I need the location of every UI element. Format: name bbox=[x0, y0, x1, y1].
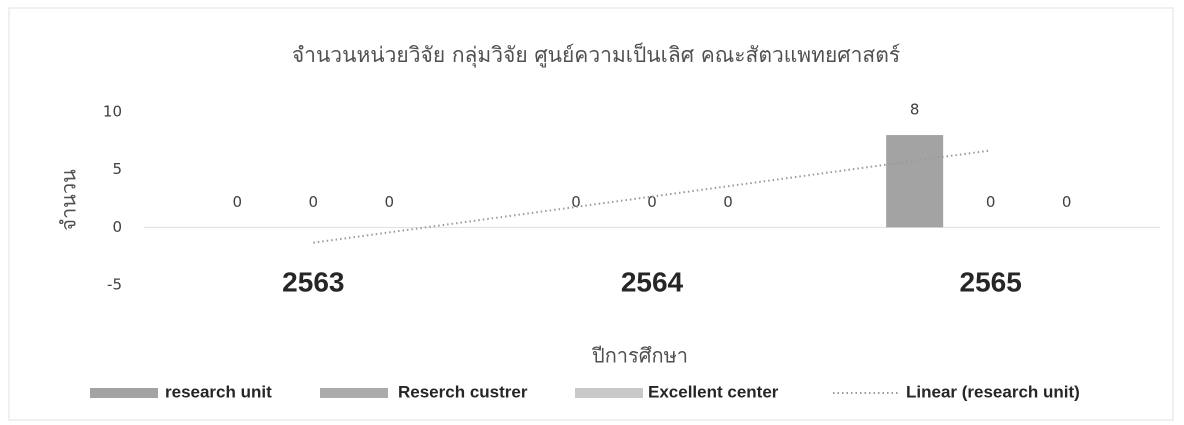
data-label: 0 bbox=[385, 193, 395, 211]
legend-swatch bbox=[575, 388, 643, 398]
y-tick-label: 0 bbox=[112, 218, 122, 236]
bar bbox=[886, 135, 944, 228]
legend-swatch bbox=[90, 388, 158, 398]
legend-label: research unit bbox=[165, 382, 272, 401]
chart-frame bbox=[8, 7, 1174, 421]
y-axis-title: จำนวน bbox=[57, 169, 81, 231]
y-tick-label: -5 bbox=[107, 276, 122, 294]
legend-label: Reserch custrer bbox=[398, 382, 528, 401]
legend-label: Linear (research unit) bbox=[906, 382, 1080, 401]
x-axis-title: ปีการศึกษา bbox=[592, 344, 688, 368]
trendline bbox=[313, 149, 991, 244]
data-label: 8 bbox=[910, 101, 920, 119]
data-label: 0 bbox=[309, 193, 319, 211]
data-label: 0 bbox=[1062, 193, 1072, 211]
legend-swatch bbox=[320, 388, 388, 398]
data-label: 0 bbox=[647, 193, 657, 211]
data-label: 0 bbox=[571, 193, 581, 211]
x-tick-label: 2563 bbox=[282, 266, 344, 297]
data-label: 0 bbox=[986, 193, 996, 211]
legend-label: Excellent center bbox=[648, 382, 779, 401]
chart-title: จำนวนหน่วยวิจัย กลุ่มวิจัย ศูนย์ความเป็น… bbox=[292, 41, 900, 68]
data-label: 0 bbox=[723, 193, 733, 211]
y-tick-label: 10 bbox=[103, 103, 122, 121]
x-tick-label: 2565 bbox=[960, 266, 1022, 297]
data-label: 0 bbox=[233, 193, 243, 211]
x-tick-label: 2564 bbox=[621, 266, 684, 297]
y-tick-label: 5 bbox=[112, 160, 122, 178]
